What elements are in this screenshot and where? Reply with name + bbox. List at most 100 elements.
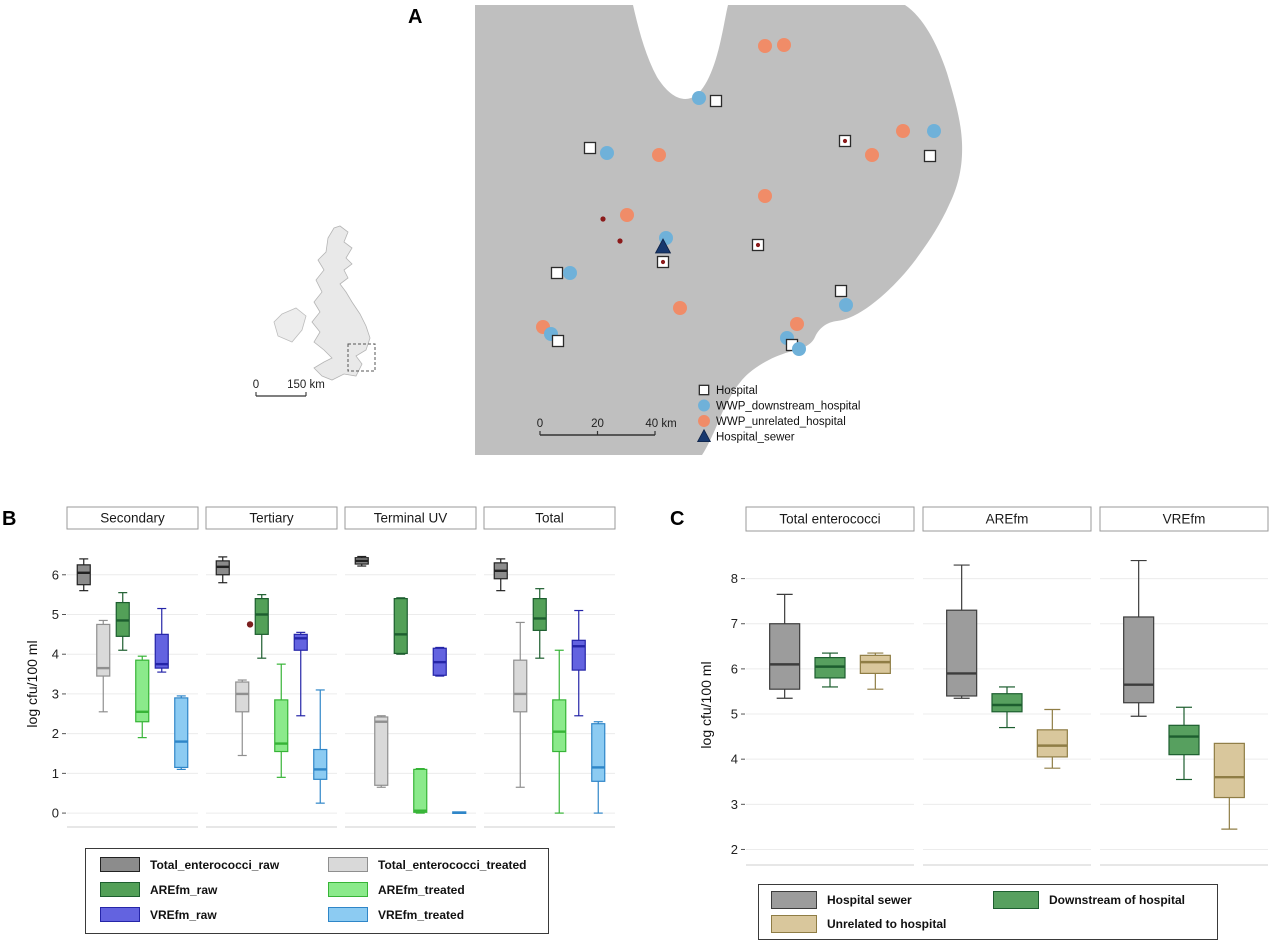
boxplot-unrelated-to-hospital <box>1036 708 1068 769</box>
legend-item: Downstream of hospital <box>993 891 1185 909</box>
outlier-point <box>246 621 254 628</box>
wwp-downstream-marker <box>792 342 806 356</box>
legend-item: Hospital sewer <box>771 891 912 909</box>
map-markers <box>536 38 941 356</box>
y-tick-label: 3 <box>52 686 59 701</box>
y-tick-label: 4 <box>731 752 738 767</box>
uk-inset-map: 0 150 km <box>253 225 376 397</box>
boxplot-total-enterococci-raw <box>215 556 230 584</box>
boxplot-total-enterococci-treated <box>374 715 389 788</box>
legend-item: Unrelated to hospital <box>771 915 946 933</box>
boxplot-total-enterococci-treated <box>513 621 528 788</box>
boxplot-unrelated-to-hospital <box>1213 742 1245 830</box>
map-land <box>475 5 963 455</box>
facet-header-label: Total <box>535 511 564 526</box>
box <box>1036 729 1068 758</box>
box <box>154 633 169 669</box>
map-legend: Hospital WWP_downstream_hospital WWP_unrel… <box>696 384 860 444</box>
legend-swatch <box>993 891 1039 909</box>
panel-a-label: A <box>408 6 423 28</box>
wwp-downstream-marker <box>563 266 577 280</box>
boxplot-arefm-treated <box>413 768 428 814</box>
legend-swatch <box>328 882 368 897</box>
hospital-marker <box>834 284 848 298</box>
facet-header <box>483 506 616 530</box>
inset-scale-bar: 0 150 km <box>253 379 325 397</box>
hospital-marker <box>709 94 723 108</box>
box <box>769 623 801 690</box>
wwp-unrelated-marker <box>673 301 687 315</box>
hospital-marker <box>550 266 564 280</box>
facet-header <box>922 506 1092 532</box>
panel-c-legend: Hospital sewer Downstream of hospital Unre… <box>758 884 1218 940</box>
legend-item: Total_enterococci_treated <box>328 857 527 872</box>
legend-item: VREfm_treated <box>328 907 464 922</box>
y-tick-label: 2 <box>731 842 738 857</box>
boxplot-arefm-raw <box>393 597 408 655</box>
wwp-downstream-marker <box>600 146 614 160</box>
box <box>991 693 1023 713</box>
facet-header-label: Total enterococci <box>779 512 880 527</box>
wwp-unrelated-marker <box>896 124 910 138</box>
map-legend-label: Hospital_sewer <box>716 432 795 444</box>
box <box>313 748 328 780</box>
boxplot-downstream-of-hospital <box>814 652 846 688</box>
boxplot-hospital-sewer <box>946 564 978 699</box>
wwp-unrelated-marker <box>777 38 791 52</box>
box <box>859 654 891 674</box>
box <box>946 609 978 697</box>
boxplot-arefm-treated <box>274 663 289 778</box>
scale-label: 20 <box>591 418 604 430</box>
y-tick-label: 7 <box>731 616 738 631</box>
facet-header-label: Secondary <box>100 511 165 526</box>
box <box>1168 724 1200 756</box>
boxplot-vrefm-raw <box>293 631 308 717</box>
wwp-downstream-marker <box>927 124 941 138</box>
red-dot-icon <box>842 138 848 144</box>
boxplot-total-enterococci-treated <box>96 619 111 713</box>
legend-label: Total_enterococci_raw <box>150 857 280 872</box>
facet-header <box>205 506 338 530</box>
scale-label: 40 km <box>645 418 676 430</box>
red-dot-marker <box>600 216 606 222</box>
y-axis-label: log cfu/100 ml <box>25 640 40 727</box>
box <box>174 697 189 769</box>
scale-label: 0 <box>253 379 259 391</box>
red-dot-icon <box>755 242 761 248</box>
y-tick-label: 0 <box>52 806 59 821</box>
scale-label: 150 km <box>287 379 325 391</box>
map-scale-bar: 0 20 40 km <box>537 418 677 436</box>
legend-label: VREfm_raw <box>150 907 217 922</box>
legend-label: Hospital sewer <box>827 893 912 907</box>
boxplot-total-enterococci-raw <box>354 555 369 567</box>
y-tick-label: 1 <box>52 766 59 781</box>
box <box>96 623 111 677</box>
boxplot-arefm-raw <box>532 588 547 659</box>
map-legend-label: Hospital <box>716 385 758 397</box>
boxplot-unrelated-to-hospital <box>859 652 891 690</box>
red-dot-marker <box>617 238 623 244</box>
boxplot-downstream-of-hospital <box>1168 706 1200 781</box>
map-legend-label: WWP_unrelated_hospital <box>716 416 846 428</box>
facet-header-label: Terminal UV <box>374 511 448 526</box>
boxplot-downstream-of-hospital <box>991 686 1023 729</box>
boxplot-total-enterococci-treated <box>235 679 250 757</box>
y-tick-label: 6 <box>52 567 59 582</box>
hospital-marker <box>551 334 565 348</box>
box <box>235 681 250 713</box>
legend-swatch <box>100 882 140 897</box>
legend-item: VREfm_raw <box>100 907 217 922</box>
wwp-unrelated-marker <box>790 317 804 331</box>
wwp-unrelated-marker <box>620 208 634 222</box>
y-tick-label: 8 <box>731 571 738 586</box>
hospital-marker <box>698 384 710 396</box>
legend-swatch <box>771 891 817 909</box>
y-axis-label: log cfu/100 ml <box>698 661 714 748</box>
hospital-sewer-marker <box>696 428 712 442</box>
map-legend-label: WWP_downstream_hospital <box>716 401 860 413</box>
regional-map: Hospital WWP_downstream_hospital WWP_unrel… <box>475 5 963 455</box>
boxplot-vrefm-treated <box>591 721 606 814</box>
hospital-marker <box>583 141 597 155</box>
facet-header <box>66 506 199 530</box>
wwp-downstream-marker <box>698 399 710 412</box>
